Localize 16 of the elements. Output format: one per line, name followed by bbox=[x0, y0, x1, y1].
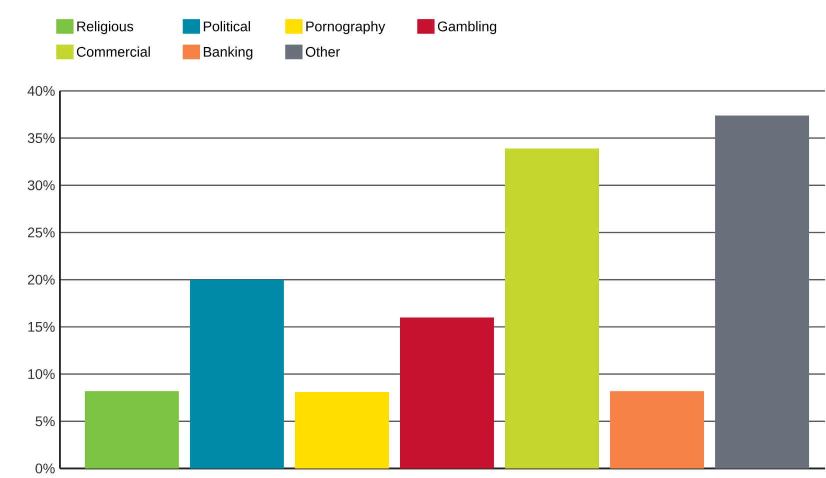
legend-label: Political bbox=[204, 21, 250, 32]
legend-label: Banking bbox=[204, 46, 252, 60]
legend-label: Religious bbox=[77, 21, 134, 34]
y-tick-label: 5% bbox=[36, 416, 55, 426]
legend-label: Pornography bbox=[306, 21, 386, 34]
y-tick-label: 0% bbox=[36, 464, 55, 474]
y-tick-label: 15% bbox=[28, 322, 55, 332]
legend-label: Commercial bbox=[76, 46, 150, 57]
y-tick-label: 20% bbox=[28, 274, 55, 285]
legend-label: Gambling bbox=[438, 21, 496, 34]
y-tick-label: 10% bbox=[28, 369, 55, 380]
y-tick-label: 40% bbox=[28, 86, 55, 96]
y-tick-label: 30% bbox=[28, 180, 55, 190]
y-tick-label: 25% bbox=[28, 228, 55, 238]
legend-label: Other bbox=[306, 46, 340, 57]
y-tick-label: 35% bbox=[28, 133, 55, 144]
